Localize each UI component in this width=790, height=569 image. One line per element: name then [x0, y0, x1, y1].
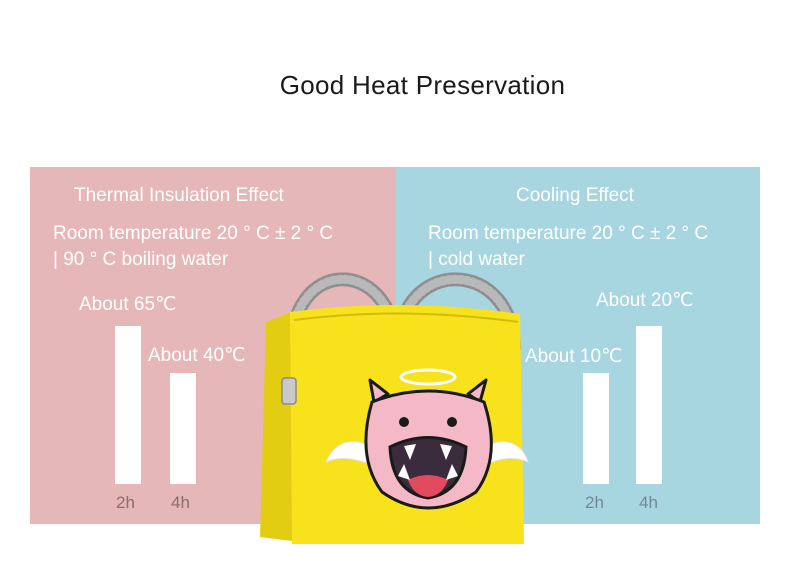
thermal-bar-2h — [115, 326, 141, 484]
thermal-2h-value-label: About 65℃ — [79, 294, 177, 315]
cooling-4h-value-label: About 20℃ — [596, 290, 694, 311]
thermal-time-2h: 2h — [116, 493, 135, 512]
cooling-bar-2h — [583, 373, 609, 484]
thermal-time-4h: 4h — [171, 493, 190, 512]
thermal-4h-value-label: About 40℃ — [148, 345, 246, 366]
cooling-condition-line1: Room temperature 20 ° C ± 2 ° C — [428, 223, 709, 244]
thermal-bar-4h — [170, 373, 196, 484]
cooling-time-2h: 2h — [585, 493, 604, 512]
cooling-2h-value-label: About 10℃ — [525, 346, 623, 367]
cooling-time-4h: 4h — [639, 493, 658, 512]
thermal-condition-line2: | 90 ° C boiling water — [53, 249, 229, 270]
cooling-bar-4h — [636, 326, 662, 484]
thermal-condition-line1: Room temperature 20 ° C ± 2 ° C — [53, 223, 334, 244]
cooling-heading: Cooling Effect — [516, 185, 634, 206]
cooling-condition-line2: | cold water — [428, 249, 525, 270]
lunch-bag-illustration — [252, 252, 542, 547]
thermal-heading: Thermal Insulation Effect — [74, 185, 284, 206]
page-title: Good Heat Preservation — [279, 70, 566, 100]
